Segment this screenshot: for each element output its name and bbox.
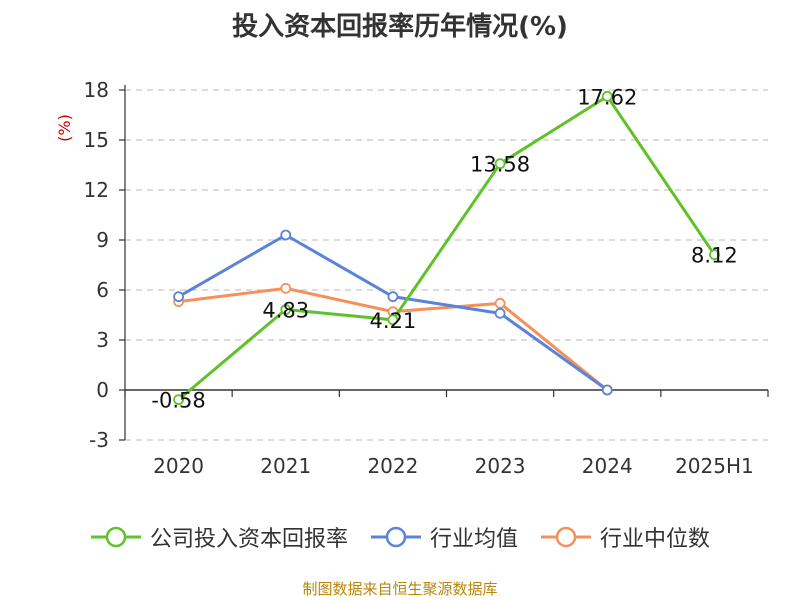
y-tick-label: -3 [89,428,109,452]
legend-item-1[interactable]: 行业均值 [370,521,518,553]
legend-item-0[interactable]: 公司投入资本回报率 [90,521,348,553]
x-tick-label: 2020 [153,454,204,478]
axis-layer: -3 0 3 6 9 12 15 18 2020 2021 2022 2023 2024 2025H1 (%… [55,78,769,478]
series-0-point [173,394,184,406]
series-0-point [709,249,720,261]
series-1-point [494,307,506,319]
legend: 公司投入资本回报率 行业均值 行业中位数 [0,520,800,554]
legend-label: 行业均值 [429,527,518,552]
y-tick-label: 12 [84,178,109,202]
data-label: 17.62 [577,85,637,109]
legend-item-2[interactable]: 行业中位数 [540,521,710,553]
series-0-point [494,158,506,170]
series-0-point [387,314,399,326]
series-1-point [280,229,292,241]
y-tick-label: 15 [84,128,109,152]
series-2-point [280,282,292,294]
legend-label: 公司投入资本回报率 [149,527,348,552]
y-tick-label: 9 [96,228,109,252]
series-1-point [601,384,613,396]
source-note: 制图数据来自恒生聚源数据库 [302,580,498,598]
data-label: 4.83 [262,299,309,323]
y-tick-label: 0 [96,378,109,402]
series-layer [173,90,720,406]
data-label: 8.12 [691,244,738,268]
series-line-2 [178,286,609,392]
grid-layer [125,89,768,441]
series-1-point [173,291,184,303]
series-2-point [494,297,506,309]
series-line-0 [177,94,716,401]
legend-swatch-icon [370,526,421,548]
label-layer: -0.58 4.83 4.21 13.58 17.62 8.12 [151,85,737,412]
y-tick-label: 3 [96,328,109,352]
series-1-point [387,291,399,303]
data-label: 13.58 [470,153,530,177]
legend-label: 行业中位数 [600,527,711,552]
series-0-point [601,90,613,102]
x-tick-label: 2024 [582,454,633,478]
legend-swatch-icon [541,526,591,548]
data-label: 4.21 [370,309,417,333]
x-tick-label: 2021 [260,454,311,478]
data-label: -0.58 [151,389,205,413]
x-tick-label: 2025H1 [675,454,754,478]
legend-swatch-icon [90,526,141,548]
series-0-point [280,304,292,315]
x-tick-label: 2023 [475,454,526,478]
chart-title: 投入资本回报率历年情况(%) [232,12,568,42]
y-axis-unit-label: (%) [55,114,74,142]
y-tick-label: 6 [96,278,109,302]
x-tick-label: 2022 [367,454,418,478]
y-tick-label: 18 [84,78,109,102]
